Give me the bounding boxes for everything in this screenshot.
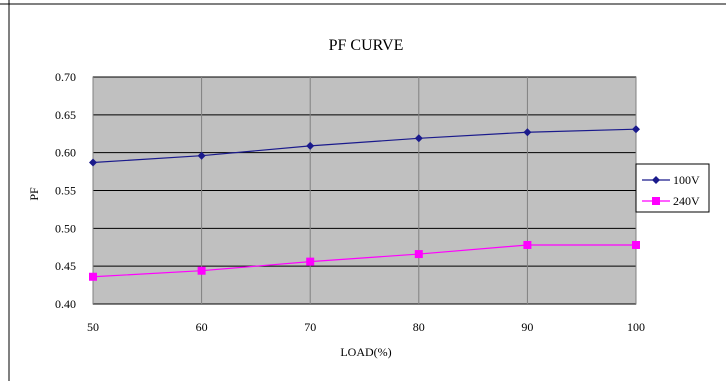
chart-title: PF CURVE [329, 37, 404, 54]
x-axis-label: LOAD(%) [340, 345, 391, 359]
x-tick-label: 70 [304, 320, 316, 334]
y-tick-label: 0.50 [55, 221, 76, 235]
legend-label-240v: 240V [673, 194, 700, 208]
series-100v [89, 125, 640, 167]
data-point-240v [414, 250, 423, 259]
data-point-100v [306, 141, 315, 150]
series-line-100v [92, 128, 637, 164]
gridlines [92, 76, 637, 305]
x-axis-tick-labels: 50 60 70 80 90 100 [87, 320, 645, 334]
y-tick-label: 0.65 [55, 108, 76, 122]
x-tick-label: 90 [521, 320, 533, 334]
data-point-100v [197, 151, 206, 160]
data-point-100v [89, 158, 97, 167]
y-tick-label: 0.60 [55, 146, 76, 160]
data-point-240v [306, 257, 315, 266]
y-tick-label: 0.45 [55, 259, 76, 273]
series-layer [89, 125, 640, 281]
y-tick-label: 0.70 [55, 70, 76, 84]
y-tick-label: 0.40 [55, 297, 76, 311]
data-point-100v [632, 125, 640, 134]
x-tick-label: 60 [196, 320, 208, 334]
data-point-100v [414, 134, 423, 143]
x-tick-label: 80 [413, 320, 425, 334]
y-axis-label: PF [27, 187, 41, 201]
x-tick-label: 50 [87, 320, 99, 334]
x-tick-label: 100 [627, 320, 645, 334]
data-point-240v [632, 240, 640, 249]
y-tick-label: 0.55 [55, 184, 76, 198]
legend-marker-100v [652, 176, 660, 184]
legend-box [635, 163, 710, 213]
y-axis-tick-labels: 0.70 0.65 0.60 0.55 0.50 0.45 0.40 [55, 70, 76, 311]
legend: 100V 240V [635, 163, 710, 213]
data-point-100v [523, 128, 532, 137]
legend-marker-240v [652, 197, 660, 205]
series-240v [89, 240, 640, 281]
legend-label-100v: 100V [673, 173, 700, 187]
data-point-240v [89, 272, 97, 281]
data-point-240v [523, 240, 532, 249]
series-line-240v [92, 244, 636, 278]
data-point-240v [197, 266, 206, 275]
